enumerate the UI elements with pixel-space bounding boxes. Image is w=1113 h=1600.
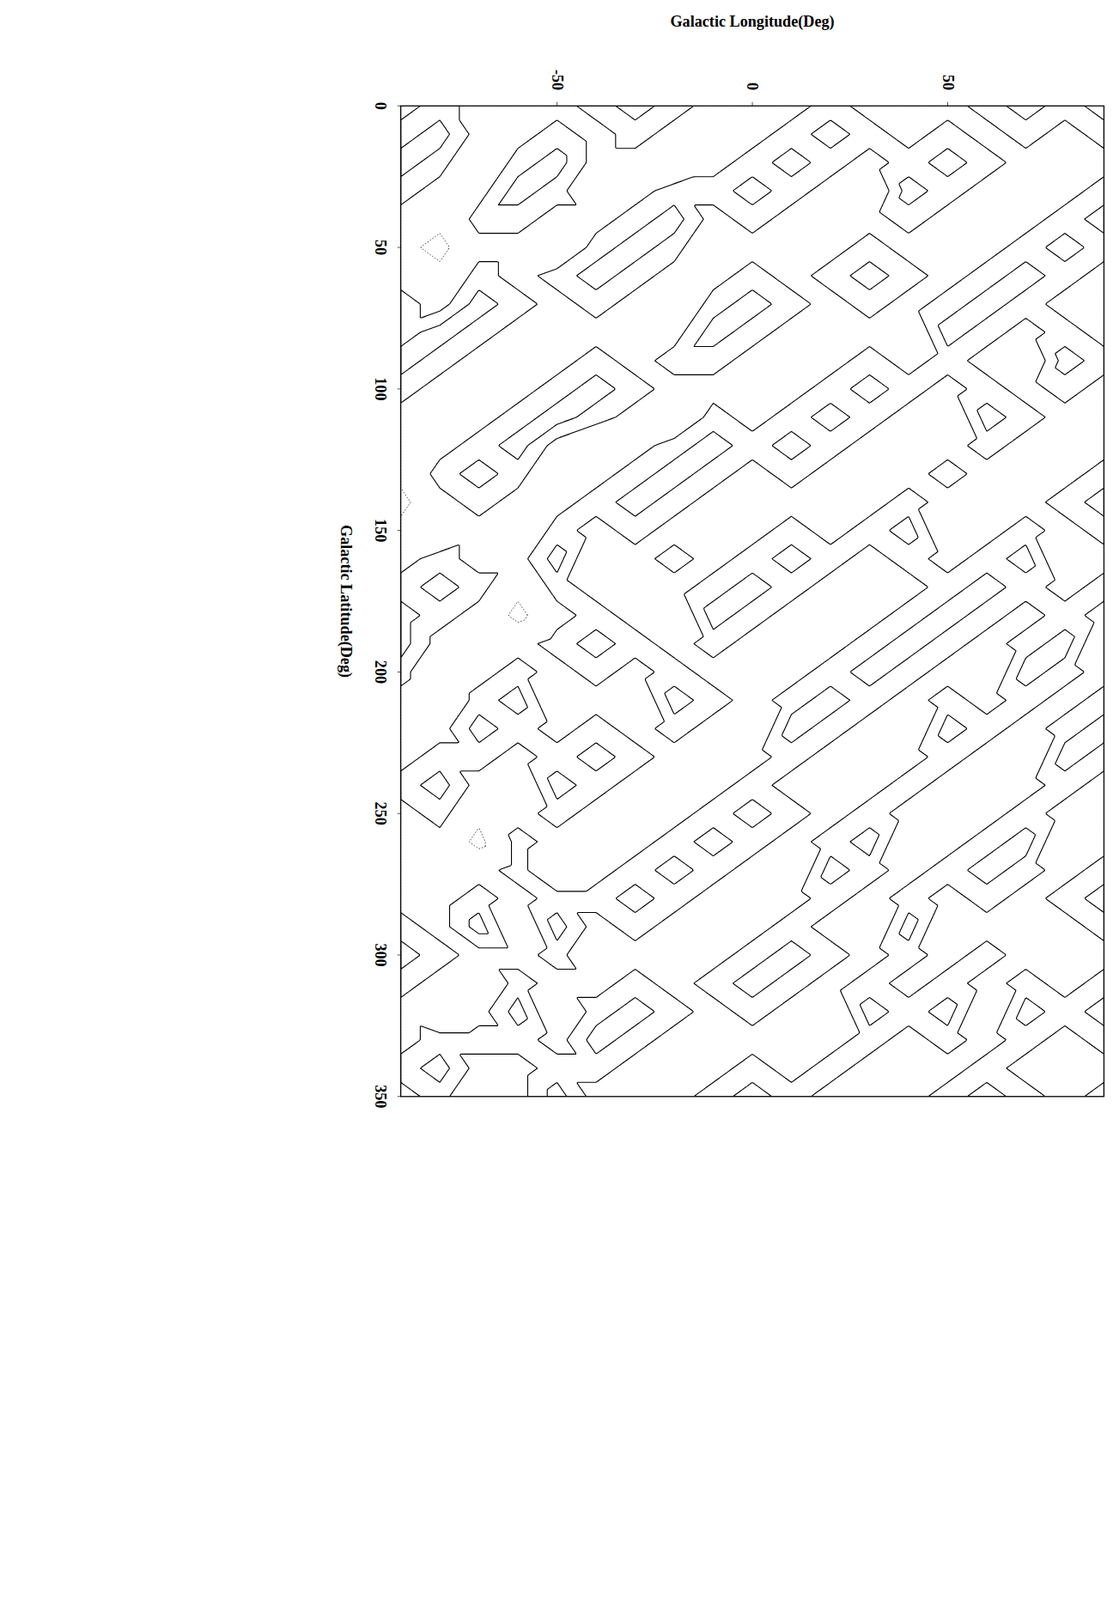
svg-text:50: 50 bbox=[939, 74, 957, 91]
svg-text:250: 250 bbox=[371, 802, 390, 826]
svg-text:0: 0 bbox=[371, 102, 390, 110]
svg-text:300: 300 bbox=[371, 942, 390, 967]
svg-text:150: 150 bbox=[371, 518, 390, 542]
svg-text:Galactic Longitude(Deg): Galactic Longitude(Deg) bbox=[669, 12, 834, 31]
svg-text:100: 100 bbox=[371, 377, 390, 401]
svg-text:50: 50 bbox=[371, 239, 390, 256]
svg-text:Galactic Latitude(Deg): Galactic Latitude(Deg) bbox=[336, 524, 355, 678]
svg-text:-50: -50 bbox=[548, 69, 566, 91]
svg-text:0: 0 bbox=[743, 82, 761, 91]
svg-text:200: 200 bbox=[371, 660, 390, 684]
svg-text:350: 350 bbox=[371, 1084, 390, 1108]
